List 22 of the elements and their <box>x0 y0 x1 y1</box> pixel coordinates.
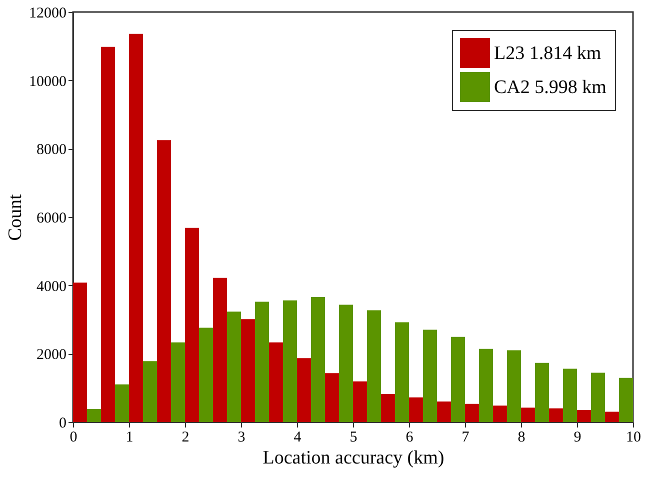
legend-label: CA2 5.998 km <box>494 77 607 98</box>
y-tick-label: 12000 <box>29 6 66 22</box>
x-tick-label: 9 <box>574 430 582 446</box>
x-tick-label: 7 <box>462 430 470 446</box>
legend-label: L23 1.814 km <box>494 43 602 64</box>
y-tick-label: 4000 <box>36 278 66 295</box>
x-tick-label: 5 <box>350 430 358 446</box>
x-tick-label: 1 <box>126 430 134 446</box>
y-tick-label: 10000 <box>29 74 66 90</box>
y-tick-label: 0 <box>59 416 66 432</box>
y-tick-label: 8000 <box>36 142 66 158</box>
x-tick-label: 8 <box>518 430 526 446</box>
y-tick-label: 2000 <box>36 347 66 364</box>
x-tick-label: 0 <box>70 430 78 446</box>
x-tick-label: 2 <box>182 430 190 446</box>
x-tick-label: 4 <box>294 430 302 446</box>
x-axis-title: Location accuracy (km) <box>262 448 444 468</box>
x-tick-label: 6 <box>406 430 414 446</box>
x-tick-label: 10 <box>626 430 641 446</box>
x-tick-label: 3 <box>238 430 246 446</box>
y-tick-label: 6000 <box>36 210 66 226</box>
y-axis-title: Count <box>5 194 26 241</box>
